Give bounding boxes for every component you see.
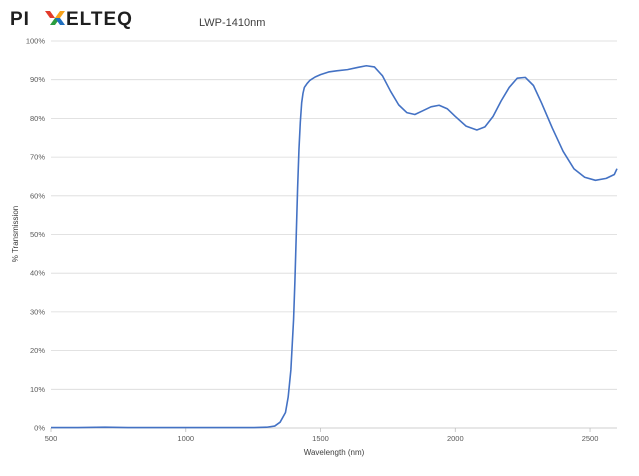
- y-tick-label: 90%: [30, 75, 45, 84]
- y-tick-label: 30%: [30, 307, 45, 316]
- y-tick-label: 70%: [30, 153, 45, 162]
- y-tick-label: 40%: [30, 269, 45, 278]
- y-axis-title: % Transmission: [11, 206, 20, 262]
- chart-title: LWP-1410nm: [199, 17, 265, 29]
- y-tick-label: 0%: [34, 424, 45, 433]
- x-tick-label: 2500: [582, 434, 599, 443]
- logo-x-mark: [45, 11, 65, 25]
- x-tick-label: 2000: [447, 434, 464, 443]
- logo-x-mark-red: [45, 11, 55, 18]
- logo-x-mark-blue: [55, 18, 65, 25]
- logo-x-mark-orange: [55, 11, 65, 18]
- logo-text-elteq: ELTEQ: [66, 9, 133, 30]
- x-axis-title: Wavelength (nm): [304, 448, 365, 457]
- y-tick-label: 10%: [30, 385, 45, 394]
- pixelteq-logo: PI ELTEQ: [10, 9, 133, 30]
- x-tick-label: 500: [45, 434, 58, 443]
- series-line-transmission: [51, 64, 618, 429]
- series-layer: [51, 64, 618, 429]
- y-tick-label: 20%: [30, 346, 45, 355]
- x-tick-labels: 500 1000 1500 2000 2500: [45, 428, 599, 443]
- y-tick-label: 60%: [30, 191, 45, 200]
- y-tick-label: 50%: [30, 230, 45, 239]
- logo-text-pi: PI: [10, 9, 30, 30]
- y-tick-label: 80%: [30, 114, 45, 123]
- x-tick-label: 1500: [312, 434, 329, 443]
- y-tick-labels: 0% 10% 20% 30% 40% 50% 60% 70% 80% 90% 100%: [26, 37, 46, 433]
- grid-lines: [51, 40, 617, 429]
- x-tick-label: 1000: [177, 434, 194, 443]
- y-tick-label: 100%: [26, 37, 46, 46]
